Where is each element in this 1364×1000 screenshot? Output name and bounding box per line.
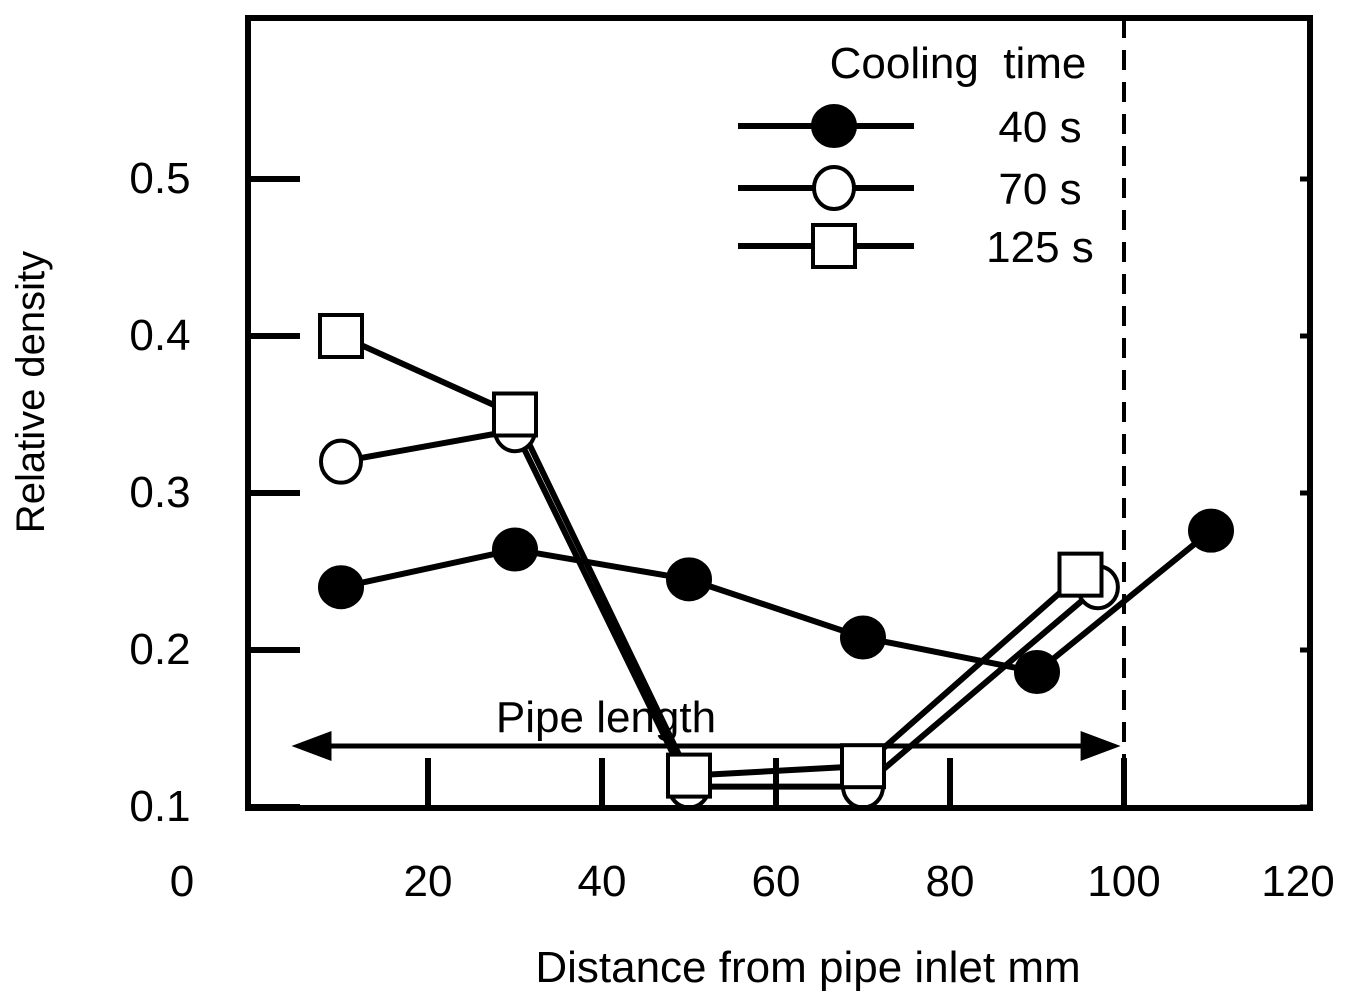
legend-marker — [811, 223, 857, 269]
x-tick-label: 20 — [404, 857, 453, 906]
ticks-layer: 0.1 0.2 0.3 0.4 0.5 0 20 40 60 80 100 120 — [129, 154, 1334, 906]
series-layer — [318, 313, 1234, 808]
series-40-s — [340, 528, 1213, 675]
series-line — [340, 528, 1213, 675]
y-tick-label: 0.5 — [129, 154, 190, 203]
series-70-s — [340, 427, 1100, 790]
x-tick-label: 0 — [170, 857, 194, 906]
legend-title: Cooling time — [830, 39, 1087, 88]
y-tick-label: 0.4 — [129, 311, 190, 360]
legend-label: 125 s — [986, 223, 1094, 272]
x-axis-label: Distance from pipe inlet mm — [535, 943, 1080, 992]
pipe-length-arrowhead-right — [1080, 731, 1121, 761]
data-point — [318, 313, 364, 359]
data-point — [318, 565, 364, 610]
data-point — [1057, 551, 1104, 598]
annotation-layer: Pipe length — [291, 18, 1126, 808]
pipe-length-label: Pipe length — [496, 693, 716, 742]
x-tick-label: 40 — [578, 857, 627, 906]
legend: Cooling time 40 s 70 s 125 s — [738, 39, 1094, 272]
series-line — [340, 427, 1100, 790]
x-tick-label: 120 — [1261, 857, 1334, 906]
data-point — [319, 438, 363, 485]
x-tick-label: 60 — [752, 857, 801, 906]
plot-frame — [245, 15, 1313, 811]
data-point — [1014, 649, 1060, 694]
x-tick-label: 80 — [926, 857, 975, 906]
data-point — [666, 557, 712, 602]
data-point — [840, 743, 886, 790]
y-tick-label: 0.1 — [129, 782, 190, 831]
legend-marker — [811, 104, 857, 148]
data-point — [840, 615, 886, 660]
data-point — [1188, 508, 1234, 553]
series-markers-125-s — [318, 313, 1104, 799]
series-markers-40-s — [318, 508, 1234, 694]
y-tick-label: 0.2 — [129, 625, 190, 674]
legend-marker — [812, 165, 856, 211]
x-tick-label: 100 — [1087, 857, 1160, 906]
legend-label: 40 s — [998, 103, 1081, 152]
y-axis-label: Relative density — [9, 251, 53, 533]
legend-label: 70 s — [998, 165, 1081, 214]
data-point — [666, 752, 712, 799]
data-point — [492, 391, 538, 438]
pipe-length-arrowhead-left — [291, 731, 332, 761]
data-point — [492, 527, 538, 572]
y-tick-label: 0.3 — [129, 468, 190, 517]
